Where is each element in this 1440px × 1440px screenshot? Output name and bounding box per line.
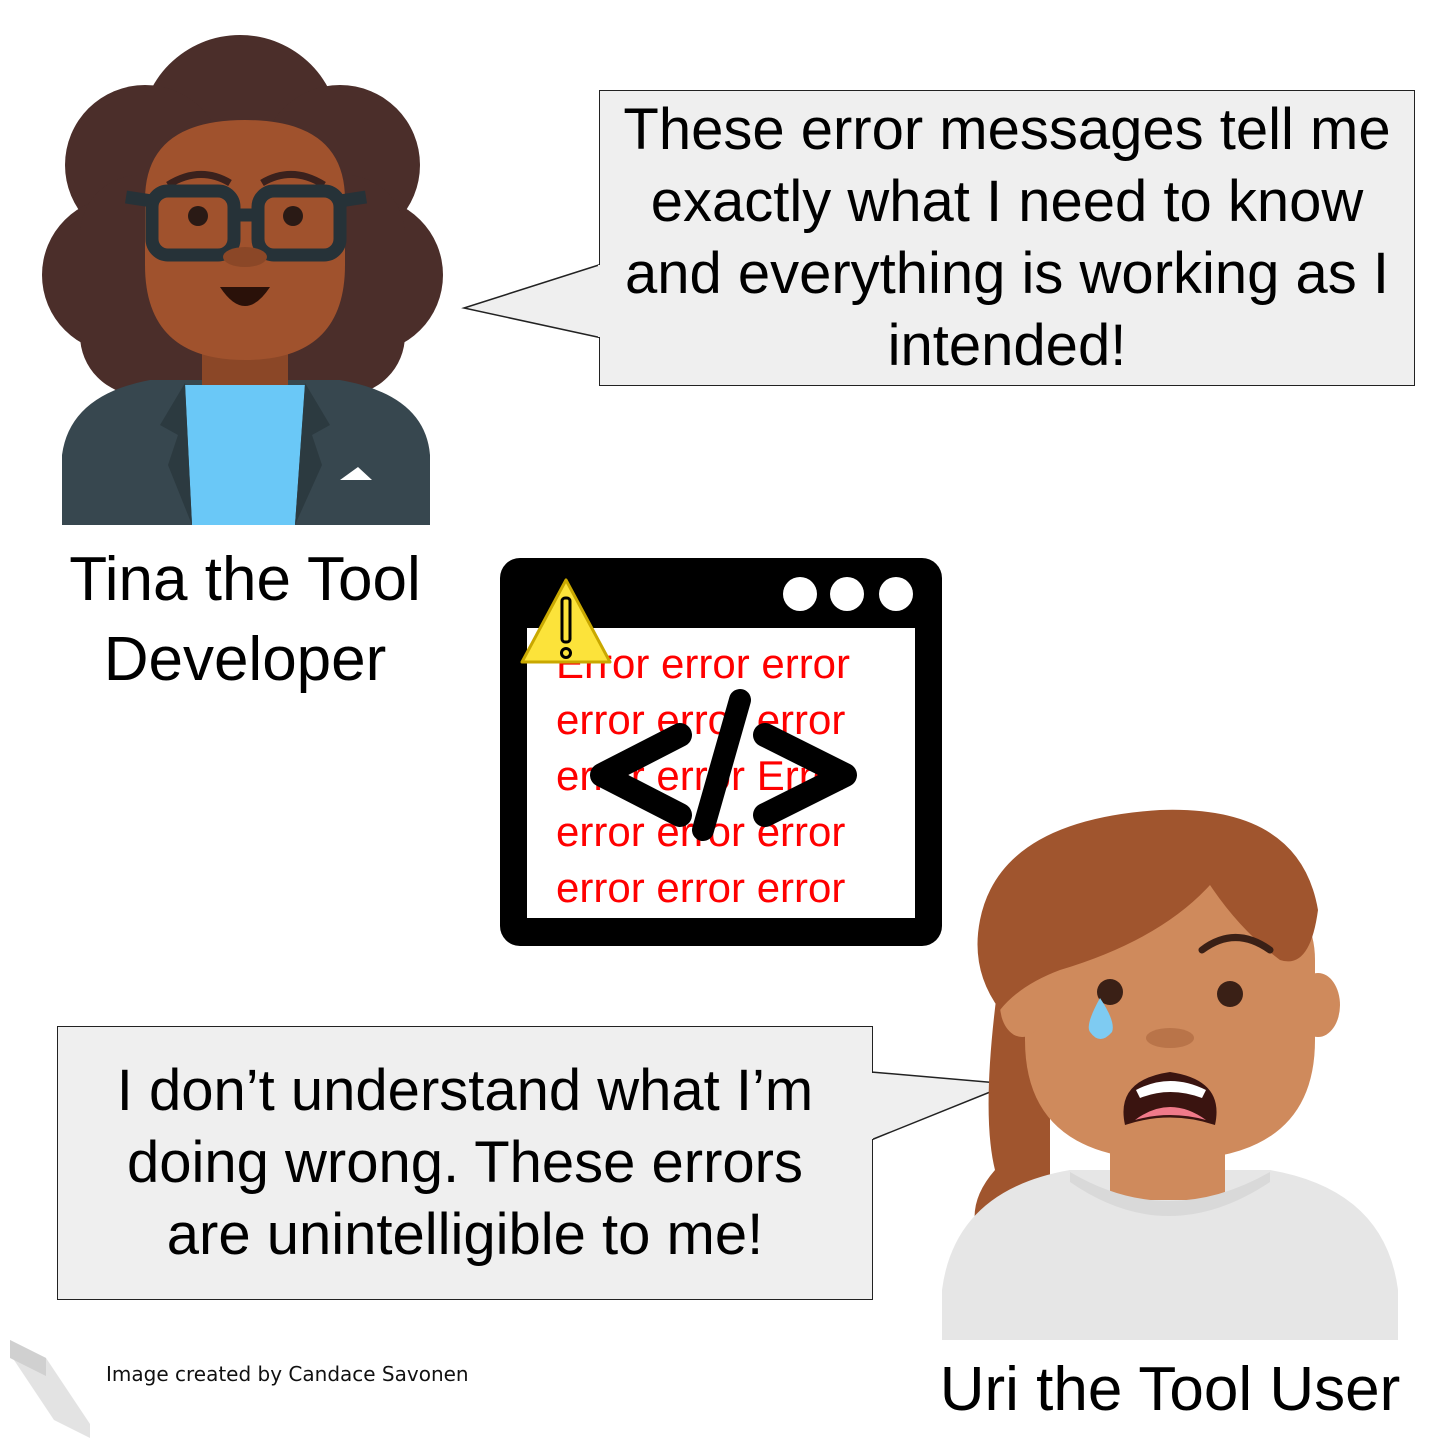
developer-speech-line1: These error messages tell me	[623, 97, 1391, 162]
developer-eyebrow-left	[166, 171, 232, 189]
error-line-5: error error error	[556, 864, 846, 911]
user-eye-right	[1217, 981, 1243, 1007]
developer-speech-line4: intended!	[887, 313, 1127, 378]
developer-eyebrow-right	[260, 171, 326, 189]
code-brackets-icon	[590, 689, 857, 841]
user-avatar	[942, 809, 1398, 1340]
developer-nose	[223, 247, 267, 267]
user-eye-left	[1097, 979, 1123, 1005]
developer-lapel-right	[295, 383, 330, 525]
developer-lapel-left	[160, 383, 192, 525]
developer-speech-line2: exactly what I need to know	[650, 169, 1364, 234]
user-teeth	[1136, 1081, 1206, 1098]
warning-icon	[520, 578, 612, 664]
developer-eye-left	[188, 206, 208, 226]
user-ear-right	[1296, 973, 1340, 1037]
user-speech-line3: are unintelligible to me!	[166, 1202, 764, 1267]
user-eyebrow	[1198, 934, 1274, 954]
window-dot-2	[830, 577, 864, 611]
developer-pocket-square	[340, 467, 372, 480]
developer-name: Tina the Tool Developer	[40, 540, 450, 700]
developer-eye-right	[283, 206, 303, 226]
developer-speech-line3: and everything is working as I	[624, 241, 1390, 306]
developer-speech-bubble: These error messages tell me exactly wha…	[599, 90, 1415, 386]
user-bubble-tail-join	[869, 1073, 873, 1139]
developer-name-line1: Tina the Tool	[69, 545, 421, 614]
user-speech-bubble: I don’t understand what I’m doing wrong.…	[57, 1026, 873, 1300]
tear-drop-icon	[1088, 998, 1113, 1039]
user-collar	[1070, 1172, 1270, 1216]
developer-face	[145, 120, 345, 360]
user-speech-line1: I don’t understand what I’m	[116, 1058, 814, 1123]
developer-name-line2: Developer	[103, 625, 387, 694]
logo-icon	[10, 1340, 90, 1438]
developer-shirt	[185, 385, 305, 525]
developer-avatar	[42, 35, 443, 525]
developer-bubble-tail-join	[598, 265, 602, 337]
error-line-2: error error error	[556, 696, 846, 743]
user-name: Uri the Tool User	[939, 1355, 1401, 1424]
user-tongue	[1135, 1107, 1206, 1120]
developer-smile	[220, 287, 270, 306]
window-dot-1	[783, 577, 817, 611]
window-dot-3	[879, 577, 913, 611]
user-nose	[1146, 1028, 1194, 1048]
glasses-icon	[125, 184, 367, 262]
error-text-block: Error error error error error error erro…	[556, 636, 896, 916]
user-speech-line2: doing wrong. These errors	[127, 1130, 803, 1195]
user-hair-front	[977, 809, 1318, 1010]
user-shirt	[942, 1170, 1398, 1340]
image-credit: Image created by Candace Savonen	[106, 1362, 469, 1386]
